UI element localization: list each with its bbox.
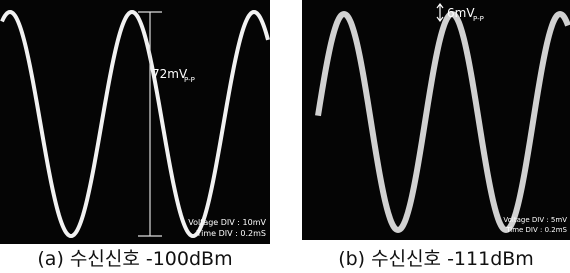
amplitude-label: 72mV <box>152 67 188 81</box>
figure: 72mV P-P Voltage DIV : 10mV Time DIV : 0… <box>0 0 570 273</box>
amplitude-subscript: P-P <box>473 15 484 23</box>
caption: (a) 수신신호 -100dBm <box>37 248 232 270</box>
scope-screen <box>302 0 570 240</box>
amplitude-subscript: P-P <box>184 76 195 84</box>
voltage-div: Voltage DIV : 10mV <box>188 218 266 227</box>
caption: (b) 수신신호 -111dBm <box>338 248 534 270</box>
time-div: Time DIV : 0.2mS <box>505 226 567 234</box>
panel-b: 6mV P-P Voltage DIV : 5mV Time DIV : 0.2… <box>302 0 570 270</box>
time-div: Time DIV : 0.2mS <box>196 229 267 238</box>
voltage-div: Voltage DIV : 5mV <box>503 216 567 224</box>
page: {"panels": [ {"amplitude_label": "72mV",… <box>0 0 570 273</box>
panel-a: 72mV P-P Voltage DIV : 10mV Time DIV : 0… <box>0 0 270 270</box>
amplitude-label: 6mV <box>447 6 475 20</box>
